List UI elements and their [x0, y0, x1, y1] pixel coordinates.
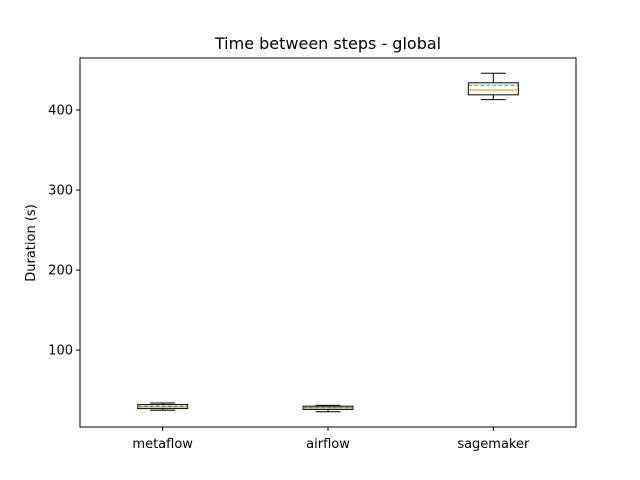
iqr-box: [467, 82, 519, 96]
y-axis-label: Duration (s): [24, 204, 39, 282]
box-sagemaker: [467, 72, 519, 101]
y-tick-label: 200: [48, 264, 73, 279]
box-airflow: [302, 404, 354, 413]
box-series: [137, 72, 519, 413]
x-tick-label: sagemaker: [457, 437, 530, 452]
x-tick-label: metaflow: [132, 437, 193, 452]
box-metaflow: [137, 402, 189, 411]
chart-title: Time between steps - global: [214, 34, 441, 53]
plot-area: [79, 57, 577, 428]
y-tick-label: 400: [48, 104, 73, 119]
y-axis-ticks: 100 200 300 400: [48, 104, 80, 359]
y-tick-label: 300: [48, 184, 73, 199]
x-axis-ticks: metaflow airflow sagemaker: [132, 427, 530, 452]
y-tick-label: 100: [48, 344, 73, 359]
x-tick-label: airflow: [306, 437, 350, 452]
